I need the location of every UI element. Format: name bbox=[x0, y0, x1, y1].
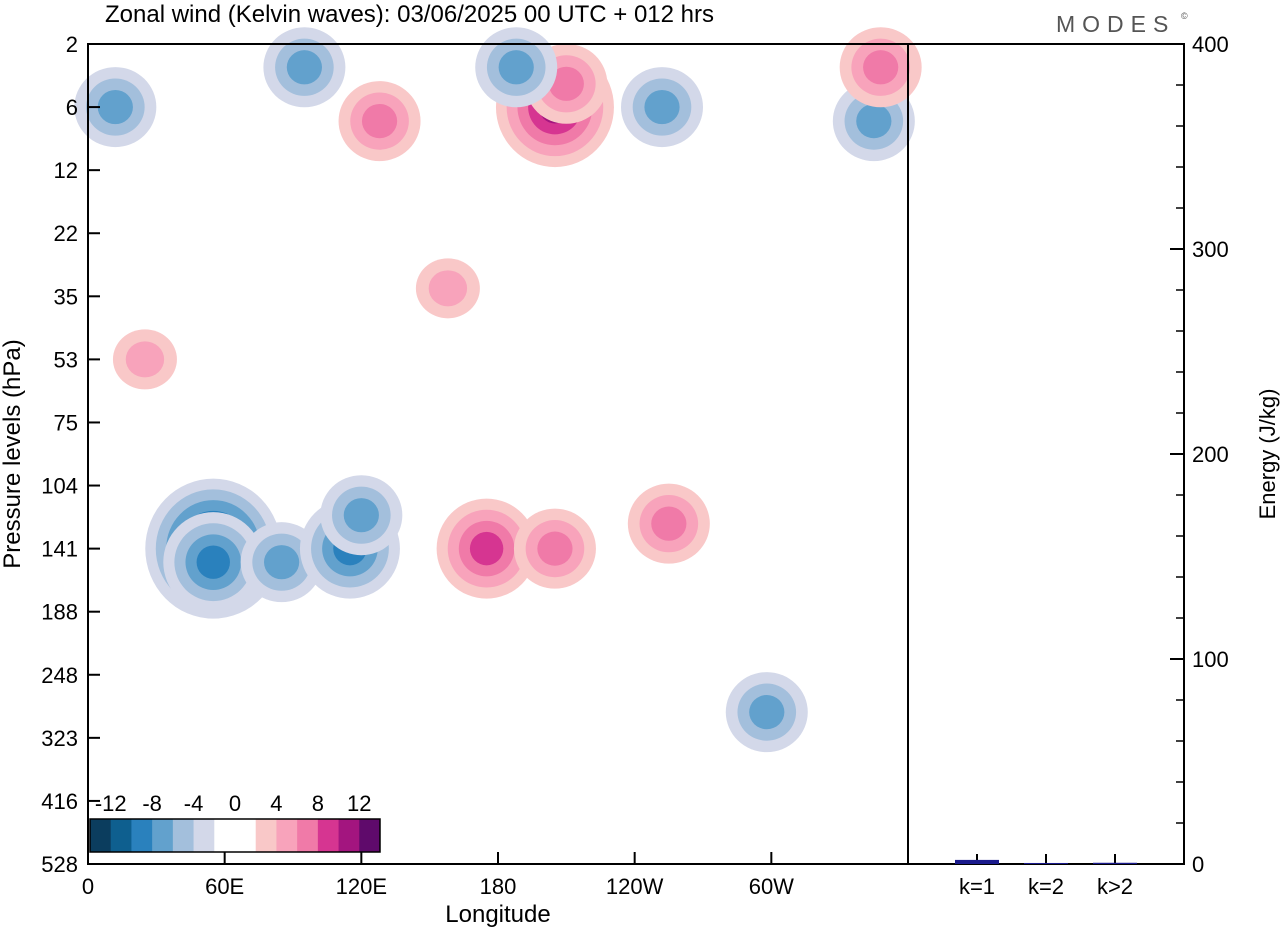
x-tick-label: 120E bbox=[336, 874, 387, 899]
colorbar-label: 8 bbox=[312, 791, 324, 816]
energy-tick-label: 300 bbox=[1192, 237, 1229, 262]
colorbar-swatch bbox=[235, 819, 257, 852]
colorbar-frame bbox=[89, 818, 381, 853]
energy-tick-label: 0 bbox=[1192, 852, 1204, 877]
colorbar-swatch bbox=[276, 819, 298, 852]
contour-blob bbox=[537, 531, 573, 566]
energy-bar bbox=[955, 859, 999, 864]
contour-blob bbox=[856, 104, 892, 139]
contour-blob bbox=[428, 270, 468, 307]
energy-bar bbox=[1024, 862, 1068, 864]
colorbar-swatch bbox=[214, 819, 236, 852]
y-tick-label: 528 bbox=[41, 852, 78, 877]
contour-blob bbox=[97, 89, 133, 125]
contour-blob bbox=[749, 695, 785, 730]
colorbar-swatch bbox=[255, 819, 277, 852]
y-axis-label: Pressure levels (hPa) bbox=[0, 339, 26, 568]
y-tick-label: 53 bbox=[54, 347, 78, 372]
colorbar-label: -4 bbox=[184, 791, 204, 816]
colorbar-swatch bbox=[317, 819, 340, 852]
contour-blob bbox=[548, 66, 584, 101]
x-tick-label: 180 bbox=[480, 874, 517, 899]
contour-blob bbox=[343, 498, 379, 533]
y-tick-label: 6 bbox=[66, 95, 78, 120]
contour-fields bbox=[74, 27, 922, 753]
category-label: k>2 bbox=[1097, 874, 1133, 899]
contour-blob bbox=[498, 50, 534, 85]
y-tick-label: 2 bbox=[66, 32, 78, 57]
x-tick-label: 60W bbox=[749, 874, 794, 899]
colorbar-label: 4 bbox=[270, 791, 282, 816]
contour-blob bbox=[125, 341, 165, 378]
y-tick-label: 141 bbox=[41, 537, 78, 562]
colorbar-swatch bbox=[338, 819, 360, 852]
contour-blob bbox=[644, 89, 680, 125]
x-axis-label: Longitude bbox=[445, 901, 550, 928]
colorbar-swatch bbox=[172, 819, 195, 852]
colorbar-swatch bbox=[131, 819, 153, 852]
x-tick-label: 120W bbox=[606, 874, 664, 899]
y-tick-label: 188 bbox=[41, 600, 78, 625]
y-tick-label: 416 bbox=[41, 789, 78, 814]
y-tick-label: 22 bbox=[54, 221, 78, 246]
brand-logo: MODES bbox=[1056, 11, 1175, 37]
x-tick-label: 60E bbox=[205, 874, 244, 899]
y-tick-label: 12 bbox=[54, 158, 78, 183]
contour-blob bbox=[264, 545, 300, 580]
contour-blob bbox=[651, 506, 687, 541]
y-tick-label: 75 bbox=[54, 410, 78, 435]
colorbar-swatch bbox=[359, 819, 381, 852]
category-label: k=1 bbox=[959, 874, 995, 899]
x-tick-label: 0 bbox=[82, 874, 94, 899]
colorbar-swatch bbox=[297, 819, 319, 852]
y-tick-label: 35 bbox=[54, 284, 78, 309]
bar-axes: 0 100 200 300 400 k=1 k=2 k>2 bbox=[955, 32, 1229, 899]
contour-blob bbox=[361, 104, 398, 139]
contour-blob bbox=[196, 545, 230, 579]
contour-blob bbox=[469, 531, 504, 566]
y-tick-label: 248 bbox=[41, 663, 78, 688]
category-label: k=2 bbox=[1028, 874, 1064, 899]
colorbar-swatch bbox=[90, 819, 112, 852]
colorbar-swatch bbox=[152, 819, 174, 852]
brand-mark: © bbox=[1181, 11, 1188, 21]
energy-tick-label: 100 bbox=[1192, 647, 1229, 672]
colorbar-label: 12 bbox=[347, 791, 371, 816]
contour-blob bbox=[863, 50, 899, 85]
colorbar-label: 0 bbox=[229, 791, 241, 816]
chart-title: Zonal wind (Kelvin waves): 03/06/2025 00… bbox=[105, 1, 714, 28]
energy-bar-chart: 0 100 200 300 400 k=1 k=2 k>2 bbox=[907, 32, 1229, 899]
colorbar: -12 -8 -4 0 4 8 12 bbox=[89, 791, 381, 853]
colorbar-swatch bbox=[193, 819, 215, 852]
y-tick-label: 104 bbox=[41, 474, 78, 499]
colorbar-label: -8 bbox=[142, 791, 162, 816]
contour-blob bbox=[286, 50, 322, 85]
energy-bar bbox=[1093, 862, 1137, 864]
colorbar-label: -12 bbox=[95, 791, 127, 816]
energy-axis-label: Energy (J/kg) bbox=[1255, 389, 1280, 520]
energy-tick-label: 200 bbox=[1192, 442, 1229, 467]
colorbar-swatch bbox=[110, 819, 132, 852]
energy-tick-label: 400 bbox=[1192, 32, 1229, 57]
bar-frame bbox=[907, 43, 1185, 865]
y-tick-label: 323 bbox=[41, 726, 78, 751]
